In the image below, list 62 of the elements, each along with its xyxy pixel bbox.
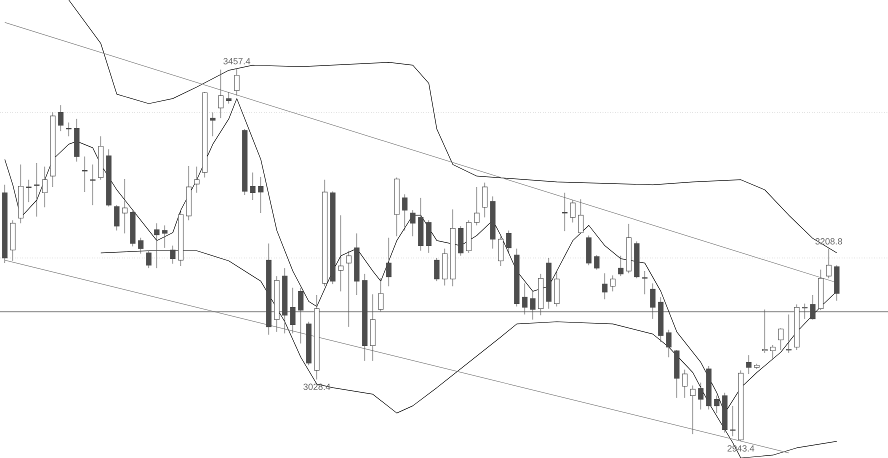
candlestick (42, 166, 48, 208)
candlestick (426, 220, 432, 254)
candlestick (58, 104, 64, 132)
candlestick (786, 314, 792, 354)
candlestick (250, 172, 256, 200)
candlestick (346, 250, 352, 328)
candlestick (562, 192, 568, 232)
candlestick (826, 248, 832, 279)
candlestick (770, 344, 776, 360)
candlestick (154, 222, 160, 268)
candlestick (338, 214, 344, 292)
candlestick (802, 303, 808, 320)
candlestick (578, 198, 584, 234)
candlestick (194, 166, 200, 194)
candlestick (122, 178, 128, 234)
candlestick (506, 230, 512, 254)
candlestick (82, 156, 88, 192)
candlestick (474, 186, 480, 226)
candlestick (650, 283, 656, 320)
candlestick (434, 258, 440, 282)
candlestick (498, 236, 504, 266)
candlestick (146, 250, 152, 268)
candlestick (90, 164, 96, 206)
candlestick (162, 225, 168, 248)
candlestick (778, 328, 784, 350)
candlestick (618, 256, 624, 276)
annotation: 3028.4 (303, 384, 330, 390)
candlestick (594, 254, 600, 270)
candlestick (170, 245, 176, 264)
candlestick (602, 272, 608, 300)
candlestick (682, 369, 688, 398)
candlestick (34, 162, 40, 217)
candlestick (66, 122, 72, 137)
candlestick (714, 395, 720, 414)
candlestick (530, 291, 536, 320)
candlestick (210, 112, 216, 137)
candlestick (114, 204, 120, 231)
candlestick (642, 270, 648, 295)
candlestick (298, 287, 304, 344)
candlestick (226, 92, 232, 104)
candlestick (570, 200, 576, 223)
candlestick (218, 69, 224, 118)
candlestick (402, 194, 408, 231)
candlestick (482, 182, 488, 218)
candlestick (378, 278, 384, 312)
candlestick (290, 287, 296, 334)
candlestick (762, 309, 768, 354)
candlestick (730, 406, 736, 437)
candlestick (138, 237, 144, 254)
annotation: 3457.4 (223, 58, 250, 64)
candlestick (386, 237, 392, 287)
candlestick (666, 329, 672, 358)
candlestick (810, 294, 816, 320)
candlestick (234, 68, 240, 96)
candlestick (690, 385, 696, 434)
candlestick (522, 283, 528, 315)
candlestick (410, 210, 416, 237)
candlestick (698, 382, 704, 410)
candlestick (258, 176, 264, 214)
candlestick (610, 275, 616, 292)
candlestick (26, 179, 32, 202)
candlestick (746, 354, 752, 374)
